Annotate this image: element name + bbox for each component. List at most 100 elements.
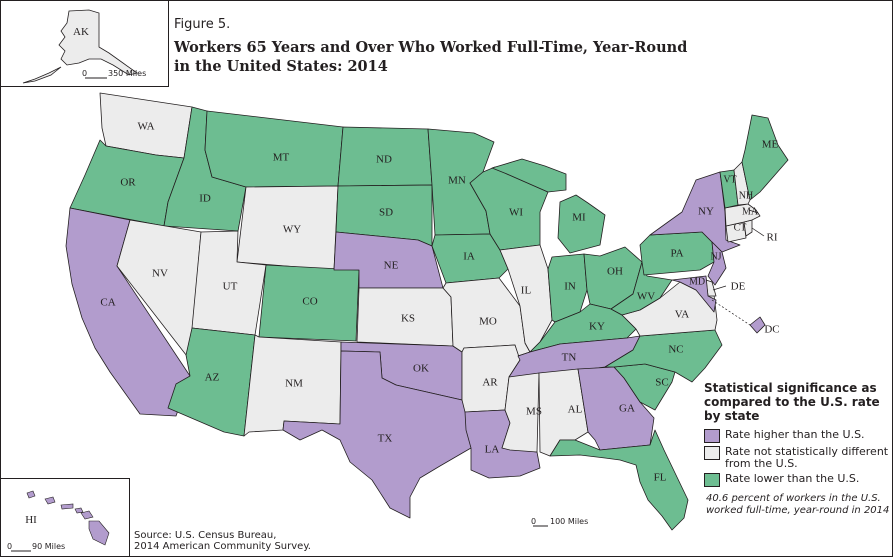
figure-title-line-2: in the United States: 2014 [174,58,388,75]
state-label-mt: MT [273,152,290,164]
state-label-al: AL [568,404,583,416]
legend-swatch-lower [704,473,720,487]
state-label-ny: NY [698,206,714,218]
legend-label-lower: Rate lower than the U.S. [725,472,860,485]
main-scale-label: 100 Miles [550,517,588,526]
state-dc [749,316,766,334]
state-hi [88,520,110,546]
state-label-ky: KY [589,321,605,333]
state-hi [74,507,84,514]
hi-scale-zero: 0 [7,542,12,551]
legend-label-not-different: Rate not statistically different from th… [725,445,889,470]
source-line-2: 2014 American Community Survey. [134,541,311,552]
state-label-in: IN [564,281,576,293]
state-label-oh: OH [607,266,623,278]
state-label-ok: OK [413,363,429,375]
state-hi [44,496,56,505]
state-label-ct: CT [734,222,747,233]
state-label-ia: IA [463,251,475,263]
state-hi [26,490,36,499]
state-label-co: CO [302,296,317,308]
figure-title: Workers 65 Years and Over Who Worked Ful… [174,38,714,76]
state-label-ks: KS [401,313,415,325]
state-label-id: ID [199,193,211,205]
state-label-la: LA [485,444,500,456]
state-label-wi: WI [509,207,523,219]
state-mt [204,110,344,188]
legend-swatch-higher [704,429,720,443]
alaska-map: AK 0 350 Miles [22,9,146,84]
legend-item-not-different: Rate not statistically different from th… [704,446,889,470]
legend-swatch-not-different [704,446,720,460]
state-me [741,114,789,201]
legend-label-higher: Rate higher than the U.S. [725,428,865,441]
state-hi [80,510,94,520]
state-label-il: IL [521,285,532,297]
state-ak [22,9,138,84]
figure-number: Figure 5. [174,17,231,32]
state-nh [733,161,751,206]
state-label-sd: SD [379,207,393,219]
state-label-mi: MI [572,212,586,224]
figure-title-line-1: Workers 65 Years and Over Who Worked Ful… [174,39,688,56]
hawaii-map: HI 0 90 Miles [7,490,110,552]
state-in [547,253,588,323]
state-label-ms: MS [526,406,542,418]
state-label-ri: RI [767,232,778,244]
ak-scale-zero: 0 [82,69,87,78]
state-label-tn: TN [562,352,577,364]
state-fl [549,429,689,531]
hi-scale-label: 90 Miles [32,542,65,551]
state-label-vt: VT [723,174,736,185]
state-hi [60,503,74,510]
state-nj [707,241,727,286]
state-ny [649,171,741,253]
state-label-ne: NE [384,260,399,272]
state-label-az: AZ [205,372,220,384]
alaska-inset: AK 0 350 Miles [0,0,169,87]
state-label-pa: PA [670,248,683,260]
state-label-ma: MA [742,206,759,217]
state-ms [501,372,540,453]
state-label-nm: NM [285,378,303,390]
legend-title: Statistical significance as compared to … [704,381,880,423]
state-label-wy: WY [283,224,301,236]
state-nc [604,329,723,383]
legend: Statistical significance as compared to … [704,381,889,490]
hawaii-inset: HI 0 90 Miles [0,478,130,557]
state-label-nh: NH [739,190,753,201]
state-label-nv: NV [152,268,168,280]
state-label-ak: AK [73,26,89,38]
state-label-va: VA [675,309,690,321]
main-scale-bar: 0 100 Miles [531,517,588,527]
state-label-sc: SC [655,377,668,389]
state-label-de: DE [731,281,746,293]
state-label-me: ME [762,139,779,151]
state-label-ar: AR [482,377,498,389]
state-label-or: OR [120,177,136,189]
state-label-mo: MO [479,316,497,328]
state-label-ut: UT [223,281,238,293]
state-label-nc: NC [668,344,683,356]
source-note: Source: U.S. Census Bureau, 2014 America… [134,530,311,552]
state-label-fl: FL [654,472,667,484]
state-label-wa: WA [137,121,154,133]
ak-scale-label: 350 Miles [108,69,146,78]
us-rate-note: 40.6 percent of workers in the U.S. work… [706,493,890,516]
state-label-mn: MN [448,175,466,187]
source-line-1: Source: U.S. Census Bureau, [134,530,277,541]
state-label-dc: DC [764,324,779,336]
main-scale-zero: 0 [531,517,536,526]
state-label-tx: TX [378,433,393,445]
state-tx [282,350,472,519]
state-label-md: MD [689,276,705,287]
state-ma [724,203,761,227]
legend-item-lower: Rate lower than the U.S. [704,473,889,487]
state-label-ca: CA [100,297,115,309]
state-mi [491,158,606,254]
legend-item-higher: Rate higher than the U.S. [704,429,889,443]
state-label-nj: NJ [710,251,721,262]
state-label-ga: GA [619,403,635,415]
state-label-hi: HI [25,514,37,526]
